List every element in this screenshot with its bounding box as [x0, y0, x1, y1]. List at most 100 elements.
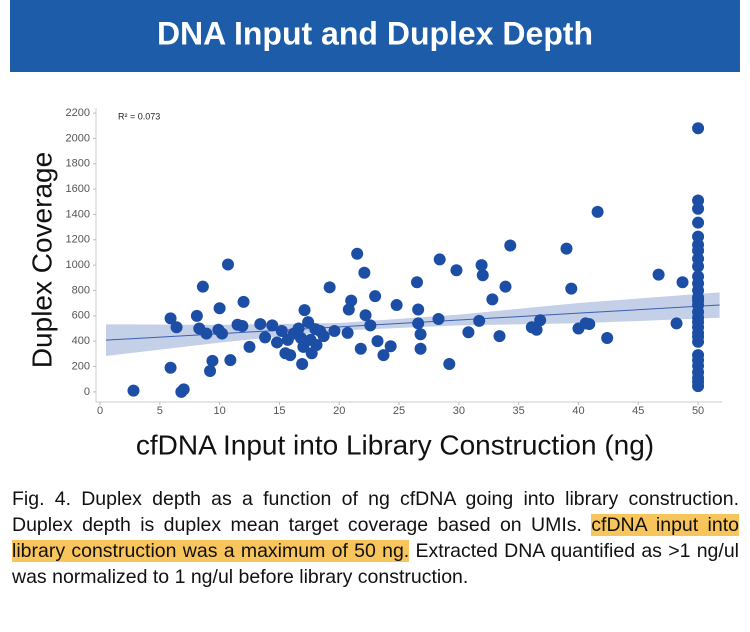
point [127, 384, 140, 397]
point [377, 349, 390, 362]
point [692, 335, 705, 348]
point [601, 332, 614, 345]
caption: Fig. 4. Duplex depth as a function of ng… [12, 486, 739, 590]
point [170, 321, 183, 334]
point [243, 340, 256, 353]
point [284, 349, 297, 362]
point [359, 309, 372, 322]
point [213, 302, 226, 315]
y-tick-label: 1400 [66, 208, 90, 220]
point [534, 314, 547, 327]
point [177, 383, 190, 396]
caption-text: Extracted DNA quantified as >1 ng/ul was… [12, 540, 739, 588]
point [369, 290, 382, 303]
point [164, 312, 177, 325]
y-tick-label: 1200 [66, 234, 90, 246]
point [443, 357, 456, 370]
x-tick-label: 25 [393, 405, 405, 417]
point [475, 259, 488, 272]
point [351, 247, 364, 260]
y-tick-label: 1600 [66, 183, 90, 195]
y-axis-label: Duplex Coverage [26, 152, 57, 368]
chart: DNA Input and Duplex Depth R² = 0.073 Du… [10, 0, 740, 460]
point [412, 317, 425, 330]
point [462, 326, 475, 339]
point [692, 122, 705, 135]
point [224, 354, 237, 367]
chart-title: DNA Input and Duplex Depth [157, 15, 593, 51]
title-banner [10, 0, 740, 72]
point [410, 276, 423, 289]
point [565, 282, 578, 295]
point [692, 216, 705, 229]
x-tick-label: 5 [157, 405, 163, 417]
caption-text: Fig. 4. Duplex depth as a function of ng… [12, 488, 739, 536]
point [670, 317, 683, 330]
point [560, 242, 573, 255]
point [354, 342, 367, 355]
point [216, 327, 229, 340]
x-tick-label: 0 [97, 405, 103, 417]
point [358, 266, 371, 279]
point [692, 244, 705, 257]
point [275, 325, 288, 338]
y-tick-label: 400 [72, 335, 90, 347]
x-tick-label: 45 [632, 405, 644, 417]
point [692, 260, 705, 273]
point [237, 295, 250, 308]
point [412, 303, 425, 316]
point [296, 357, 309, 370]
point [206, 354, 219, 367]
point [583, 318, 596, 331]
x-tick-label: 15 [273, 405, 285, 417]
y-tick-label: 800 [72, 284, 90, 296]
point [310, 338, 323, 351]
x-axis-label: cfDNA Input into Library Construction (n… [136, 429, 654, 460]
point [450, 264, 463, 277]
y-tick-label: 600 [72, 310, 90, 322]
point [476, 269, 489, 282]
point [323, 281, 336, 294]
x-tick-label: 10 [213, 405, 225, 417]
point [676, 276, 689, 289]
y-tick-label: 2000 [66, 132, 90, 144]
point [384, 340, 397, 353]
point [196, 280, 209, 293]
y-tick-label: 0 [84, 386, 90, 398]
point [652, 268, 665, 281]
x-tick-label: 40 [572, 405, 584, 417]
point [341, 326, 354, 339]
point [292, 322, 305, 335]
point [486, 293, 499, 306]
point [414, 328, 427, 341]
point [371, 335, 384, 348]
y-tick-label: 200 [72, 360, 90, 372]
point [345, 294, 358, 307]
y-tick-label: 1000 [66, 259, 90, 271]
point [271, 336, 284, 349]
point [364, 319, 377, 332]
point [390, 299, 403, 312]
point [591, 205, 604, 218]
point [200, 327, 213, 340]
point [499, 280, 512, 293]
x-tick-label: 50 [692, 405, 704, 417]
point [473, 314, 486, 327]
y-tick-label: 1800 [66, 158, 90, 170]
point [266, 319, 279, 332]
point [530, 323, 543, 336]
point [432, 312, 445, 325]
point [254, 318, 267, 331]
point [692, 380, 705, 393]
point [414, 342, 427, 355]
y-tick-label: 2200 [66, 107, 90, 119]
point [221, 258, 234, 271]
x-tick-label: 20 [333, 405, 345, 417]
r-squared: R² = 0.073 [118, 111, 160, 121]
point [190, 309, 203, 322]
point [317, 330, 330, 343]
point [259, 331, 272, 344]
point [692, 202, 705, 215]
point [433, 253, 446, 266]
